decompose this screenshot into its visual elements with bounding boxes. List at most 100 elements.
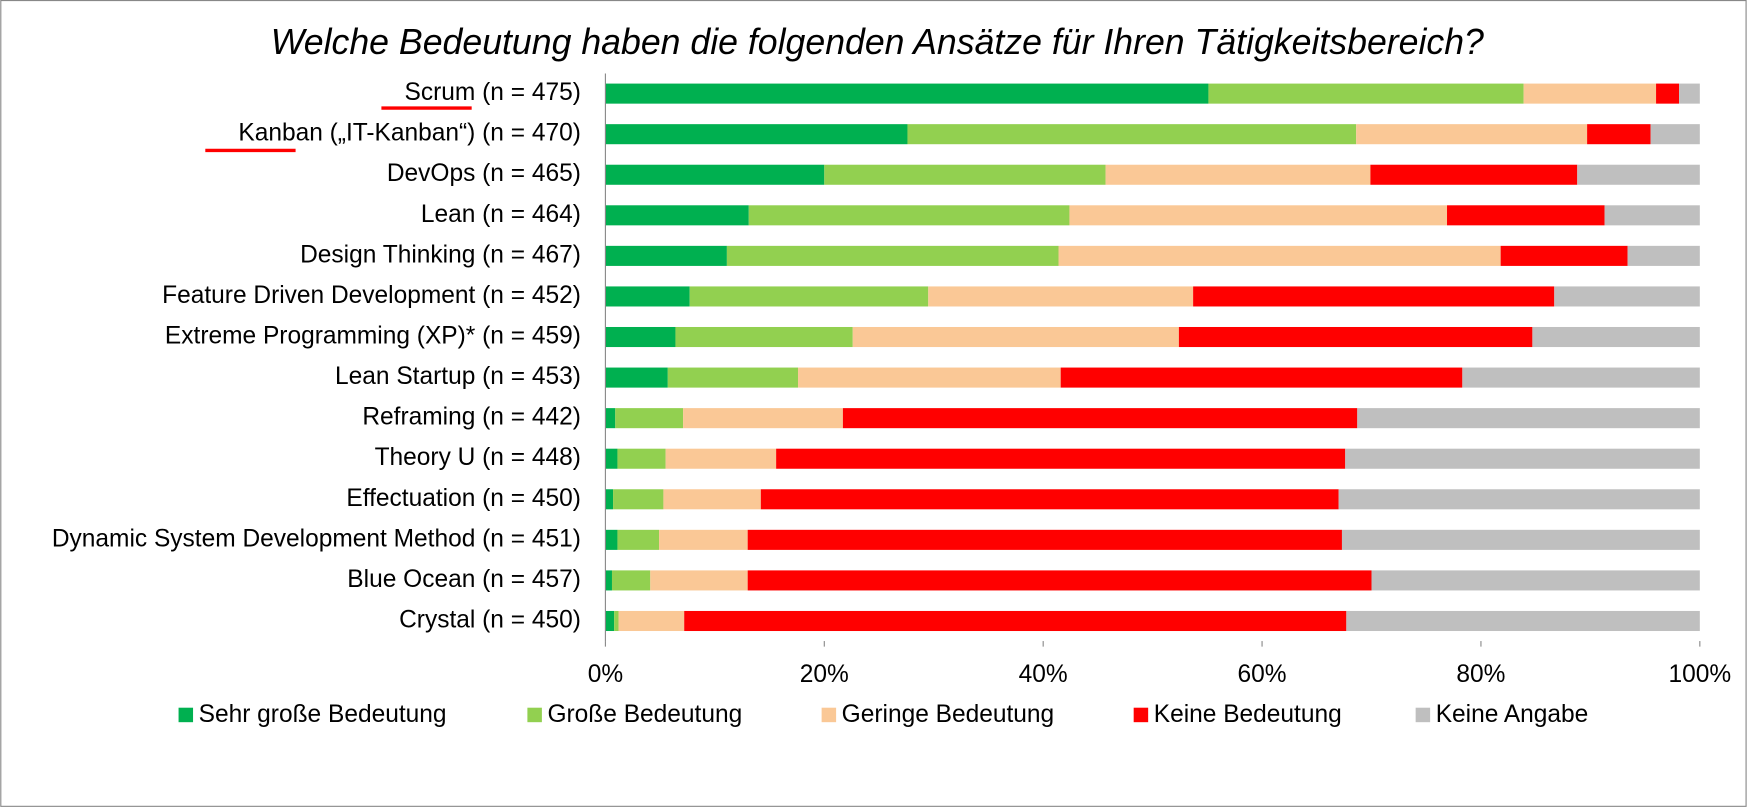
bar-segment xyxy=(1371,570,1700,591)
bar-segment xyxy=(605,610,615,632)
bar-segment xyxy=(928,286,1194,307)
bar-segment xyxy=(1447,205,1605,226)
bar-segment xyxy=(1650,124,1700,145)
bar-segment xyxy=(1679,83,1700,104)
bar-segment xyxy=(615,408,684,429)
bar-segment xyxy=(665,448,777,469)
bar-segment xyxy=(1532,326,1700,348)
legend-swatch xyxy=(1415,707,1431,723)
bar-segment xyxy=(605,529,618,550)
legend-label: Große Bedeutung xyxy=(547,701,742,728)
bar-segment xyxy=(1604,205,1700,226)
bar-segment xyxy=(1208,83,1524,104)
bar-segment xyxy=(1627,245,1700,266)
bar-segment xyxy=(683,408,843,429)
bar-segment xyxy=(726,245,1059,266)
x-tick-label: 100% xyxy=(1668,661,1731,688)
y-tick-label: Blue Ocean (n = 457) xyxy=(347,566,581,593)
chart-title: Welche Bedeutung haben die folgenden Ans… xyxy=(271,22,1484,62)
bar-segment xyxy=(1554,286,1700,307)
legend-swatch xyxy=(527,707,542,723)
x-tick-label: 0% xyxy=(588,661,623,688)
bar-segment xyxy=(659,529,748,550)
bar-segment xyxy=(1060,367,1463,388)
bar-segment xyxy=(776,448,1346,469)
bar-segment xyxy=(605,245,727,266)
bar-segment xyxy=(1341,529,1700,550)
bar-segment xyxy=(1338,489,1700,510)
bar-segment xyxy=(1193,286,1555,307)
bar-segment xyxy=(1058,245,1501,266)
bar-segment xyxy=(605,286,690,307)
bar-segment xyxy=(1346,610,1700,632)
y-tick-label: Crystal (n = 450) xyxy=(399,606,581,633)
bar-segment xyxy=(663,489,761,510)
bar-segment xyxy=(1356,124,1588,145)
y-tick-label: Design Thinking (n = 467) xyxy=(300,241,581,268)
x-tick-label: 40% xyxy=(1019,661,1068,688)
x-tick-label: 80% xyxy=(1456,661,1505,688)
bar-segment xyxy=(1462,367,1700,388)
y-tick-label: Scrum (n = 475) xyxy=(405,79,581,106)
y-tick-label: Lean Startup (n = 453) xyxy=(335,363,581,390)
bar-segment xyxy=(605,448,618,469)
y-tick-label: DevOps (n = 465) xyxy=(387,160,581,187)
bar-segment xyxy=(605,124,908,145)
legend-swatch xyxy=(178,707,194,723)
legend-label: Sehr große Bedeutung xyxy=(199,701,447,728)
y-tick-label: Theory U (n = 448) xyxy=(375,444,581,471)
bar-segment xyxy=(1357,408,1700,429)
bar-segment xyxy=(667,367,799,388)
bar-segment xyxy=(747,570,1372,591)
bar-segment xyxy=(824,164,1106,185)
bar-segment xyxy=(605,489,614,510)
y-tick-label: Extreme Programming (XP)* (n = 459) xyxy=(165,322,581,349)
x-tick-label: 20% xyxy=(800,661,849,688)
bar-segment xyxy=(1069,205,1448,226)
bar-segment xyxy=(747,529,1342,550)
bar-segment xyxy=(605,326,676,348)
y-tick-label: Reframing (n = 442) xyxy=(362,404,581,431)
y-tick-label: Dynamic System Development Method (n = 4… xyxy=(52,525,581,552)
bar-segment xyxy=(842,408,1358,429)
bar-segment xyxy=(852,326,1179,348)
bar-segment xyxy=(1500,245,1628,266)
bar-segment xyxy=(605,408,616,429)
bar-segment xyxy=(689,286,929,307)
bar-segment xyxy=(675,326,853,348)
bar-segment xyxy=(798,367,1061,388)
bar-segment xyxy=(1523,83,1657,104)
legend-label: Keine Angabe xyxy=(1436,701,1589,728)
bar-segment xyxy=(760,489,1339,510)
bar-segment xyxy=(605,164,825,185)
bar-segment xyxy=(907,124,1357,145)
bar-segment xyxy=(605,570,612,591)
bar-segment xyxy=(618,610,685,632)
bar-segment xyxy=(1587,124,1651,145)
bar-segment xyxy=(613,489,664,510)
bar-segment xyxy=(1577,164,1700,185)
bar-segment xyxy=(1345,448,1700,469)
bar-segment xyxy=(605,205,749,226)
bar-segment xyxy=(1105,164,1371,185)
legend-label: Keine Bedeutung xyxy=(1154,701,1342,728)
bar-segment xyxy=(605,367,668,388)
y-tick-label: Lean (n = 464) xyxy=(421,201,581,228)
bar-segment xyxy=(611,570,651,591)
bar-segment xyxy=(614,610,619,632)
bar-segment xyxy=(748,205,1070,226)
bar-segment xyxy=(1370,164,1578,185)
y-tick-label: Effectuation (n = 450) xyxy=(346,485,581,512)
bar-segment xyxy=(1178,326,1533,348)
bar-segment xyxy=(1656,83,1680,104)
bar-segment xyxy=(617,448,666,469)
x-tick-label: 60% xyxy=(1238,661,1287,688)
legend-label: Geringe Bedeutung xyxy=(842,701,1055,728)
bar-segment xyxy=(617,529,660,550)
y-tick-label: Feature Driven Development (n = 452) xyxy=(162,282,581,309)
bar-segment xyxy=(684,610,1347,632)
bar-segment xyxy=(605,83,1209,104)
legend-swatch xyxy=(821,707,837,723)
legend-swatch xyxy=(1133,707,1149,723)
